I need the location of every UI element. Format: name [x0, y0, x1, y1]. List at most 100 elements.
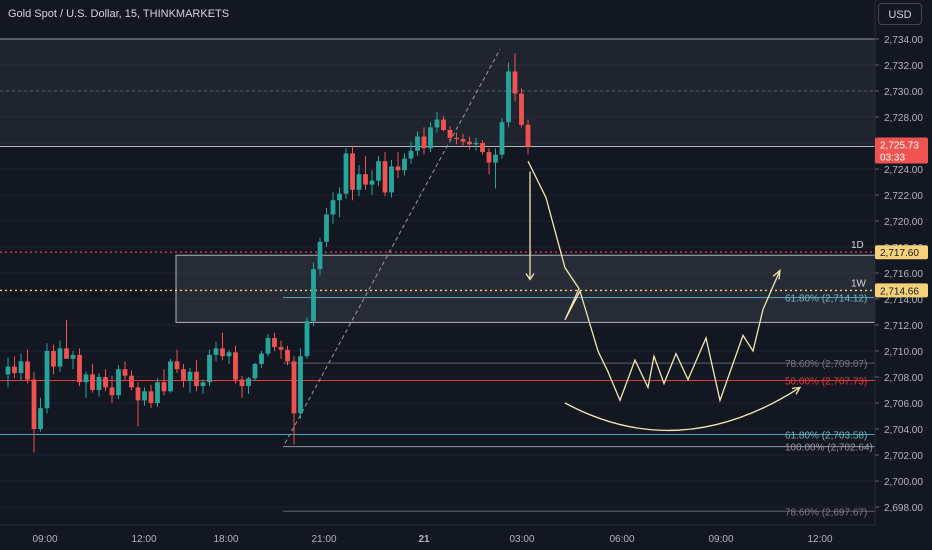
- fib-label: 78.60% (2,709.07): [785, 359, 867, 370]
- trend-line: [284, 49, 501, 444]
- candle-body: [317, 241, 323, 270]
- candle-body: [447, 130, 453, 138]
- candle-body: [252, 364, 258, 379]
- candle-body: [57, 348, 63, 367]
- candle-body: [519, 93, 524, 125]
- candle-body: [12, 366, 17, 374]
- candle-body: [226, 352, 232, 357]
- current-price-tag: [875, 137, 928, 164]
- candle-body: [90, 374, 95, 390]
- countdown-label: 03:33: [880, 153, 905, 164]
- candle-body: [135, 387, 141, 401]
- candle-body: [512, 71, 518, 94]
- y-axis-panel: [875, 0, 932, 550]
- fib-label: 78.60% (2,697.67): [785, 507, 867, 518]
- chart-title: Gold Spot / U.S. Dollar, 15, THINKMARKET…: [8, 8, 230, 20]
- candle-body: [5, 366, 11, 375]
- candle-body: [467, 141, 472, 145]
- timeframe-tag: 1D: [851, 240, 864, 251]
- candle-body: [168, 361, 173, 392]
- y-tick-label: 2,724.00: [884, 165, 923, 176]
- down-arrowhead: [525, 273, 535, 281]
- timeframe-tag: 1W: [851, 278, 867, 289]
- candle-body: [194, 371, 199, 387]
- candle-body: [473, 143, 479, 145]
- candle-body: [96, 377, 102, 390]
- candle-body: [408, 150, 414, 159]
- candle-body: [25, 361, 30, 380]
- x-tick-label: 21: [418, 534, 430, 545]
- candle-body: [239, 379, 245, 387]
- candle-body: [77, 354, 82, 383]
- candle-body: [395, 166, 401, 171]
- candle-body: [213, 348, 219, 355]
- candle-body: [402, 158, 407, 171]
- x-tick-label: 12:00: [807, 534, 832, 545]
- candle-body: [454, 137, 459, 140]
- candle-body: [207, 354, 212, 383]
- candle-body: [181, 369, 186, 381]
- rounding-bottom-arc: [564, 386, 801, 431]
- candle-body: [389, 166, 394, 193]
- candle-body: [64, 348, 69, 359]
- candle-body: [330, 200, 336, 215]
- candle-body: [155, 382, 160, 403]
- y-tick-label: 2,706.00: [884, 399, 923, 410]
- candle-body: [285, 349, 290, 362]
- price-tag-label: 2,714.66: [880, 286, 919, 297]
- y-tick-label: 2,722.00: [884, 191, 923, 202]
- candle-body: [233, 352, 238, 380]
- candle-body: [382, 161, 388, 193]
- candle-body: [525, 124, 531, 147]
- x-tick-label: 18:00: [213, 534, 238, 545]
- y-tick-label: 2,710.00: [884, 347, 923, 358]
- y-tick-label: 2,700.00: [884, 477, 923, 488]
- candle-body: [278, 347, 284, 350]
- price-tag-label: 2,717.60: [880, 248, 919, 259]
- price-tag: [875, 245, 928, 260]
- candle-body: [70, 354, 76, 359]
- candle-body: [272, 338, 277, 348]
- candle-body: [259, 353, 264, 364]
- candle-body: [311, 269, 316, 322]
- path-arrowhead: [772, 268, 781, 280]
- fib-label: 61.80% (2,703.58): [785, 430, 867, 441]
- y-tick-label: 2,732.00: [884, 61, 923, 72]
- x-tick-label: 03:00: [509, 534, 534, 545]
- y-tick-label: 2,720.00: [884, 217, 923, 228]
- candle-body: [18, 361, 24, 374]
- arc-arrowhead: [791, 386, 802, 395]
- currency-button[interactable]: USD: [878, 3, 922, 25]
- candle-body: [31, 379, 37, 429]
- candle-body: [480, 143, 485, 153]
- candle-body: [200, 382, 206, 387]
- fib-label: 61.80% (2,714.12): [785, 293, 867, 304]
- candle-body: [324, 214, 329, 242]
- y-tick-label: 2,734.00: [884, 35, 923, 46]
- candle-body: [421, 136, 427, 149]
- candle-body: [109, 387, 115, 396]
- x-tick-label: 09:00: [32, 534, 57, 545]
- demand-zone: [175, 254, 877, 323]
- candle-body: [415, 136, 420, 151]
- candle-body: [174, 361, 180, 370]
- y-tick-label: 2,714.00: [884, 295, 923, 306]
- candle-body: [44, 351, 50, 409]
- candle-body: [363, 174, 368, 185]
- candle-body: [376, 161, 381, 181]
- candle-body: [441, 119, 446, 130]
- candle-body: [129, 375, 134, 388]
- projection-path: [527, 160, 781, 403]
- y-tick-label: 2,702.00: [884, 451, 923, 462]
- y-tick-label: 2,708.00: [884, 373, 923, 384]
- y-tick-label: 2,728.00: [884, 113, 923, 124]
- x-tick-label: 06:00: [609, 534, 634, 545]
- candle-body: [122, 369, 128, 376]
- candle-body: [291, 361, 297, 414]
- candle-body: [246, 378, 251, 387]
- y-tick-label: 2,704.00: [884, 425, 923, 436]
- y-tick-label: 2,698.00: [884, 503, 923, 514]
- candle-body: [493, 154, 498, 163]
- candle-body: [356, 174, 362, 190]
